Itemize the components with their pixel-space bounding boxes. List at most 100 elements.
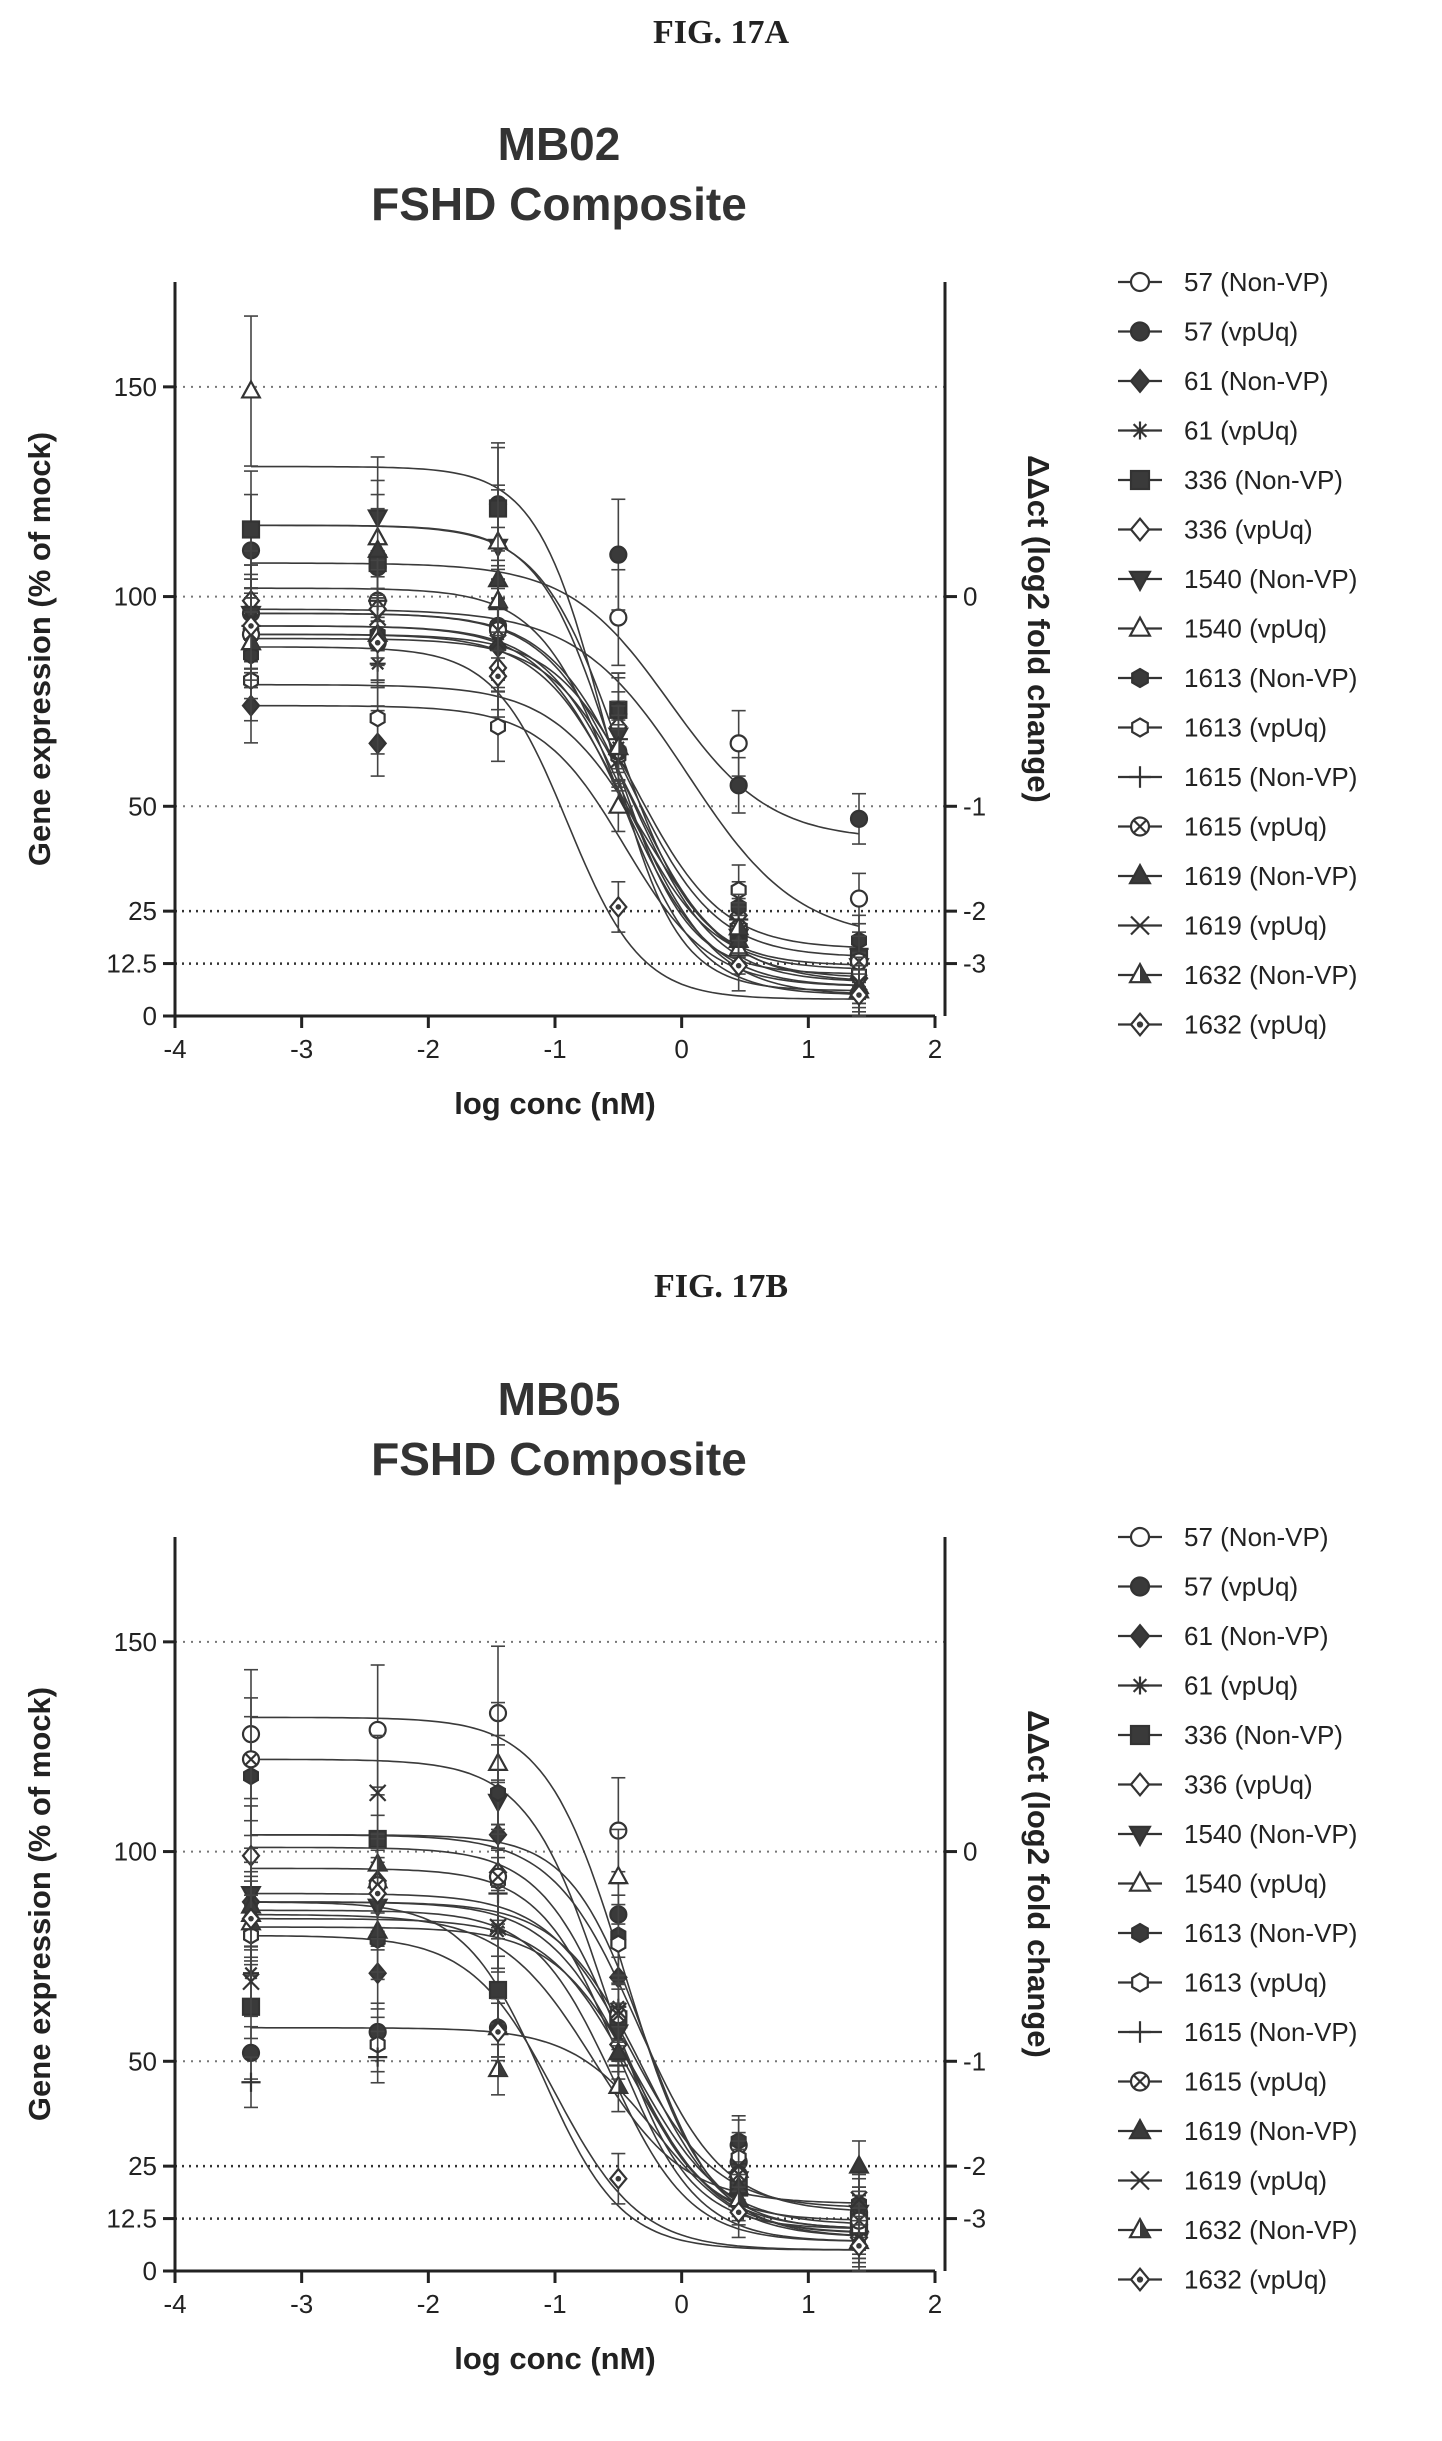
fit-curve-1613-non-vp <box>251 1834 860 2212</box>
fit-curve-1632-vpuq <box>251 646 859 1000</box>
chart-subtitle: FSHD Composite <box>371 1433 747 1485</box>
legend-item-1615-non-vp: 1615 (Non-VP) <box>1118 762 1357 792</box>
legend-label: 57 (Non-VP) <box>1184 267 1329 297</box>
point-1632-vpuq-3 <box>608 880 628 933</box>
y2-axis-title: ΔΔct (log2 fold change) <box>1021 1710 1056 2058</box>
legend-label: 57 (vpUq) <box>1184 1572 1298 1602</box>
point-1632-vpuq-0 <box>241 1875 261 1962</box>
fit-curve-336-vpuq <box>251 612 860 982</box>
y2-tick-label: -2 <box>963 2151 986 2181</box>
legend-item-1615-vpuq: 1615 (vpUq) <box>1118 2067 1327 2097</box>
legend-label: 1615 (vpUq) <box>1184 2067 1327 2097</box>
y-tick-label: 100 <box>114 582 157 612</box>
legend-label: 1540 (Non-VP) <box>1184 1819 1357 1849</box>
legend-label: 1615 (Non-VP) <box>1184 762 1357 792</box>
legend-label: 336 (Non-VP) <box>1184 465 1343 495</box>
legend-item-1632-non-vp: 1632 (Non-VP) <box>1118 2215 1357 2245</box>
legend-label: 1632 (Non-VP) <box>1184 960 1357 990</box>
point-1613-vpuq-1 <box>369 681 386 755</box>
legend-item-1632-vpuq: 1632 (vpUq) <box>1118 1010 1327 1040</box>
y-tick-label: 25 <box>128 896 157 926</box>
x-tick-label: -1 <box>543 2289 566 2319</box>
legend-label: 1613 (vpUq) <box>1184 713 1327 743</box>
fit-curve-1619-vpuq <box>251 1892 860 2208</box>
legend-item-1540-non-vp: 1540 (Non-VP) <box>1118 1819 1357 1849</box>
y2-tick-label: -2 <box>963 896 986 926</box>
chart-titles: MB05 FSHD Composite <box>371 1373 747 1485</box>
legend-item-61-vpuq: 61 (vpUq) <box>1118 1671 1298 1701</box>
point-57-vpuq-4 <box>729 756 748 814</box>
point-1615-vpuq-2 <box>488 1828 508 1925</box>
point-1632-non-vp-3 <box>607 714 629 781</box>
point-1632-vpuq-1 <box>368 1847 388 1940</box>
legend-label: 1619 (vpUq) <box>1184 911 1327 941</box>
fit-curve-61-non-vp <box>251 704 860 987</box>
legend-item-1632-vpuq: 1632 (vpUq) <box>1118 2265 1327 2295</box>
point-1632-non-vp-3 <box>607 2060 629 2113</box>
y-axis-title: Gene expression (% of mock) <box>22 1687 57 2121</box>
y-tick-label: 50 <box>128 2046 157 2076</box>
x-tick-label: -2 <box>417 2289 440 2319</box>
y2-tick-label: -1 <box>963 791 986 821</box>
y-tick-label: 12.5 <box>106 2204 157 2234</box>
fit-curve-57-non-vp <box>251 608 860 928</box>
figure-label-a: FIG. 17A <box>653 14 789 51</box>
fit-curve-57-vpuq <box>251 562 860 835</box>
fit-curve-1632-vpuq <box>251 1901 859 2251</box>
x-tick-label: 2 <box>928 2289 942 2319</box>
legend-item-1619-vpuq: 1619 (vpUq) <box>1118 2166 1327 2196</box>
legend-label: 1619 (vpUq) <box>1184 2166 1327 2196</box>
point-1615-non-vp-1 <box>368 2030 388 2084</box>
fit-curve-1615-non-vp <box>251 1909 860 2242</box>
legend-label: 61 (vpUq) <box>1184 1671 1298 1701</box>
legend-item-1619-non-vp: 1619 (Non-VP) <box>1118 2116 1357 2146</box>
legend: 57 (Non-VP) 57 (vpUq) 61 (Non-VP) 61 (vpUq)… <box>1118 1522 1357 2295</box>
legend-item-1632-non-vp: 1632 (Non-VP) <box>1118 960 1357 990</box>
fit-curve-1540-non-vp <box>251 1846 860 2221</box>
x-tick-label: 1 <box>801 1034 815 1064</box>
point-1632-vpuq-0 <box>241 578 261 674</box>
y-tick-label: 50 <box>128 791 157 821</box>
y-tick-label: 25 <box>128 2151 157 2181</box>
legend-item-336-vpuq: 336 (vpUq) <box>1118 1770 1313 1800</box>
y2-tick-label: -3 <box>963 2204 986 2234</box>
x-tick-label: 1 <box>801 2289 815 2319</box>
y2-tick-label: 0 <box>963 582 977 612</box>
legend-label: 1632 (Non-VP) <box>1184 2215 1357 2245</box>
y-tick-label: 0 <box>143 1001 157 1031</box>
y-tick-label: 150 <box>114 1627 157 1657</box>
fit-curve-1615-vpuq <box>251 633 860 970</box>
point-1632-vpuq-1 <box>368 597 388 689</box>
y-tick-label: 12.5 <box>106 949 157 979</box>
fit-curve-1619-non-vp <box>251 1913 860 2204</box>
fit-curve-1613-vpuq <box>251 683 860 981</box>
legend-label: 61 (Non-VP) <box>1184 1621 1329 1651</box>
fit-curve-1619-non-vp <box>251 587 860 995</box>
y2-tick-label: -1 <box>963 2046 986 2076</box>
point-1632-vpuq-5 <box>849 2219 869 2272</box>
x-tick-label: -4 <box>163 1034 186 1064</box>
legend-label: 57 (Non-VP) <box>1184 1522 1329 1552</box>
chart-svg-mb02: MB02 FSHD Composite -4 -3 -2 -1 0 1 2 0 12.5 25 50 10… <box>22 118 1357 1121</box>
legend: 57 (Non-VP) 57 (vpUq) 61 (Non-VP) 61 (vpUq)… <box>1118 267 1357 1040</box>
legend-label: 336 (vpUq) <box>1184 1770 1313 1800</box>
chart-titles: MB02 FSHD Composite <box>371 118 747 230</box>
legend-label: 1540 (vpUq) <box>1184 614 1327 644</box>
legend-item-1613-vpuq: 1613 (vpUq) <box>1118 1968 1327 1998</box>
x-tick-label: -3 <box>290 2289 313 2319</box>
y2-tick-label: 0 <box>963 1837 977 1867</box>
y-tick-label: 0 <box>143 2256 157 2286</box>
legend-item-1619-non-vp: 1619 (Non-VP) <box>1118 861 1357 891</box>
gridlines <box>175 1640 945 2220</box>
fit-curve-57-vpuq <box>251 2026 860 2237</box>
legend-item-61-non-vp: 61 (Non-VP) <box>1118 1621 1329 1651</box>
fit-curve-61-non-vp <box>251 1901 860 2233</box>
fit-curve-1632-non-vp <box>251 625 860 995</box>
point-1632-vpuq-2 <box>488 634 508 718</box>
legend-item-1540-non-vp: 1540 (Non-VP) <box>1118 564 1357 594</box>
fit-curves <box>251 465 860 1000</box>
legend-item-57-non-vp: 57 (Non-VP) <box>1118 267 1329 297</box>
x-tick-label: -1 <box>543 1034 566 1064</box>
legend-item-1613-non-vp: 1613 (Non-VP) <box>1118 663 1357 693</box>
point-1632-vpuq-4 <box>729 2186 749 2239</box>
